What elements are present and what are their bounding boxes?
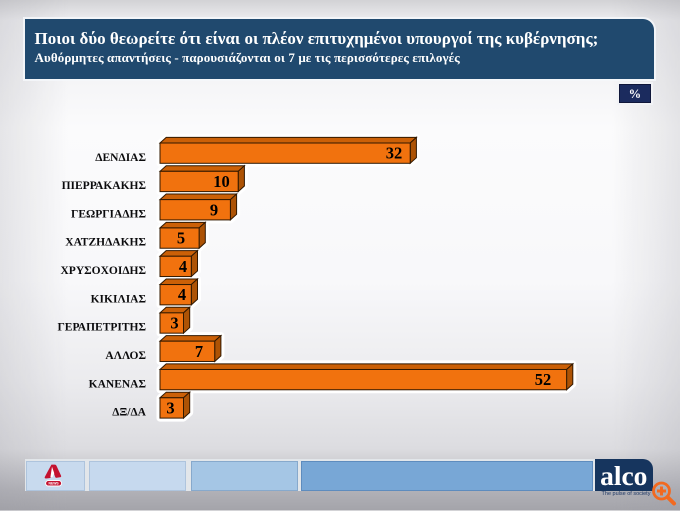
svg-text:ΧΡΥΣΟΧΟΙΔΗΣ: ΧΡΥΣΟΧΟΙΔΗΣ [61,265,147,277]
svg-text:ΚΙΚΙΛΙΑΣ: ΚΙΚΙΛΙΑΣ [91,293,146,305]
svg-text:ΓΕΩΡΓΙΑΔΗΣ: ΓΕΩΡΓΙΑΔΗΣ [71,208,146,220]
svg-text:ΚΑΝΕΝΑΣ: ΚΑΝΕΝΑΣ [89,378,146,390]
svg-text:ΓΕΡΑΠΕΤΡΙΤΗΣ: ΓΕΡΑΠΕΤΡΙΤΗΣ [57,322,146,334]
svg-text:3: 3 [170,314,178,333]
svg-text:4: 4 [179,257,187,276]
svg-text:ΔΕΝΔΙΑΣ: ΔΕΝΔΙΑΣ [95,152,146,164]
svg-text:32: 32 [386,144,403,163]
svg-text:ΧΑΤΖΗΔΑΚΗΣ: ΧΑΤΖΗΔΑΚΗΣ [65,237,146,249]
svg-text:NEWS: NEWS [49,482,60,486]
svg-text:7: 7 [195,342,203,361]
svg-text:9: 9 [210,200,218,219]
svg-text:ΠΙΕΡΡΑΚΑΚΗΣ: ΠΙΕΡΡΑΚΑΚΗΣ [62,180,146,192]
svg-text:ΔΞ/ΔΑ: ΔΞ/ΔΑ [112,407,146,419]
svg-text:3: 3 [166,399,174,418]
svg-text:10: 10 [213,172,230,191]
svg-text:52: 52 [535,370,552,389]
svg-text:5: 5 [177,229,185,248]
svg-text:4: 4 [178,285,186,304]
svg-text:ΑΛΛΟΣ: ΑΛΛΟΣ [105,350,146,362]
